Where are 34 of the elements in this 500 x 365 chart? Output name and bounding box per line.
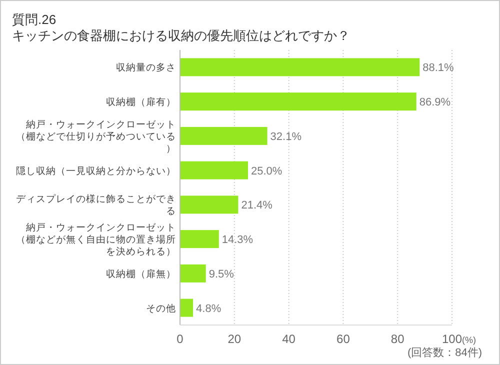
- x-tick-label: 40: [282, 332, 296, 346]
- y-tick-label: 隠し収納（一見収納と分からない）: [16, 164, 176, 177]
- y-tick-label: 納戸・ウォークインクローゼット（棚などで仕切りが予めついている）: [16, 118, 176, 154]
- bar: [180, 298, 194, 317]
- bar: [180, 126, 268, 145]
- y-tick-label: 収納量の多さ: [116, 62, 176, 74]
- y-tick-label: 収納棚（扉有）: [106, 96, 176, 108]
- text: 質問.26: [12, 12, 56, 27]
- x-tick-label: 100: [442, 332, 462, 346]
- data-label: 88.1%: [422, 62, 454, 74]
- x-tick-label: 20: [228, 332, 242, 346]
- bar: [180, 264, 206, 282]
- y-tick-label: その他: [146, 302, 176, 314]
- bar: [180, 92, 416, 111]
- bar: [180, 196, 238, 214]
- y-tick-label: 納戸・ウォークインクローゼット（棚などが無く自由に物の置き場所を決められる）: [16, 222, 176, 258]
- bar: [180, 230, 219, 248]
- text: (回答数：84件): [407, 347, 482, 359]
- data-label: 86.9%: [419, 96, 451, 109]
- data-label: 14.3%: [222, 234, 254, 246]
- x-tick-label: 0: [176, 332, 184, 346]
- data-label: 32.1%: [270, 130, 302, 143]
- x-tick-label: 60: [336, 332, 350, 346]
- data-label: 4.8%: [196, 302, 222, 315]
- y-tick-label: 収納棚（扉無）: [106, 268, 176, 280]
- bar: [180, 161, 248, 180]
- chart-subtitle: キッチンの食器棚における収納の優先順位はどれですか？: [12, 28, 350, 43]
- x-tick-label: 80: [390, 332, 405, 346]
- x-axis-title: (%): [462, 335, 476, 345]
- bar: [180, 58, 420, 76]
- data-label: 21.4%: [241, 200, 273, 212]
- y-tick-label: ディスプレイの様に飾ることができる: [16, 193, 176, 218]
- data-label: 25.0%: [251, 165, 282, 178]
- data-label: 9.5%: [208, 268, 234, 280]
